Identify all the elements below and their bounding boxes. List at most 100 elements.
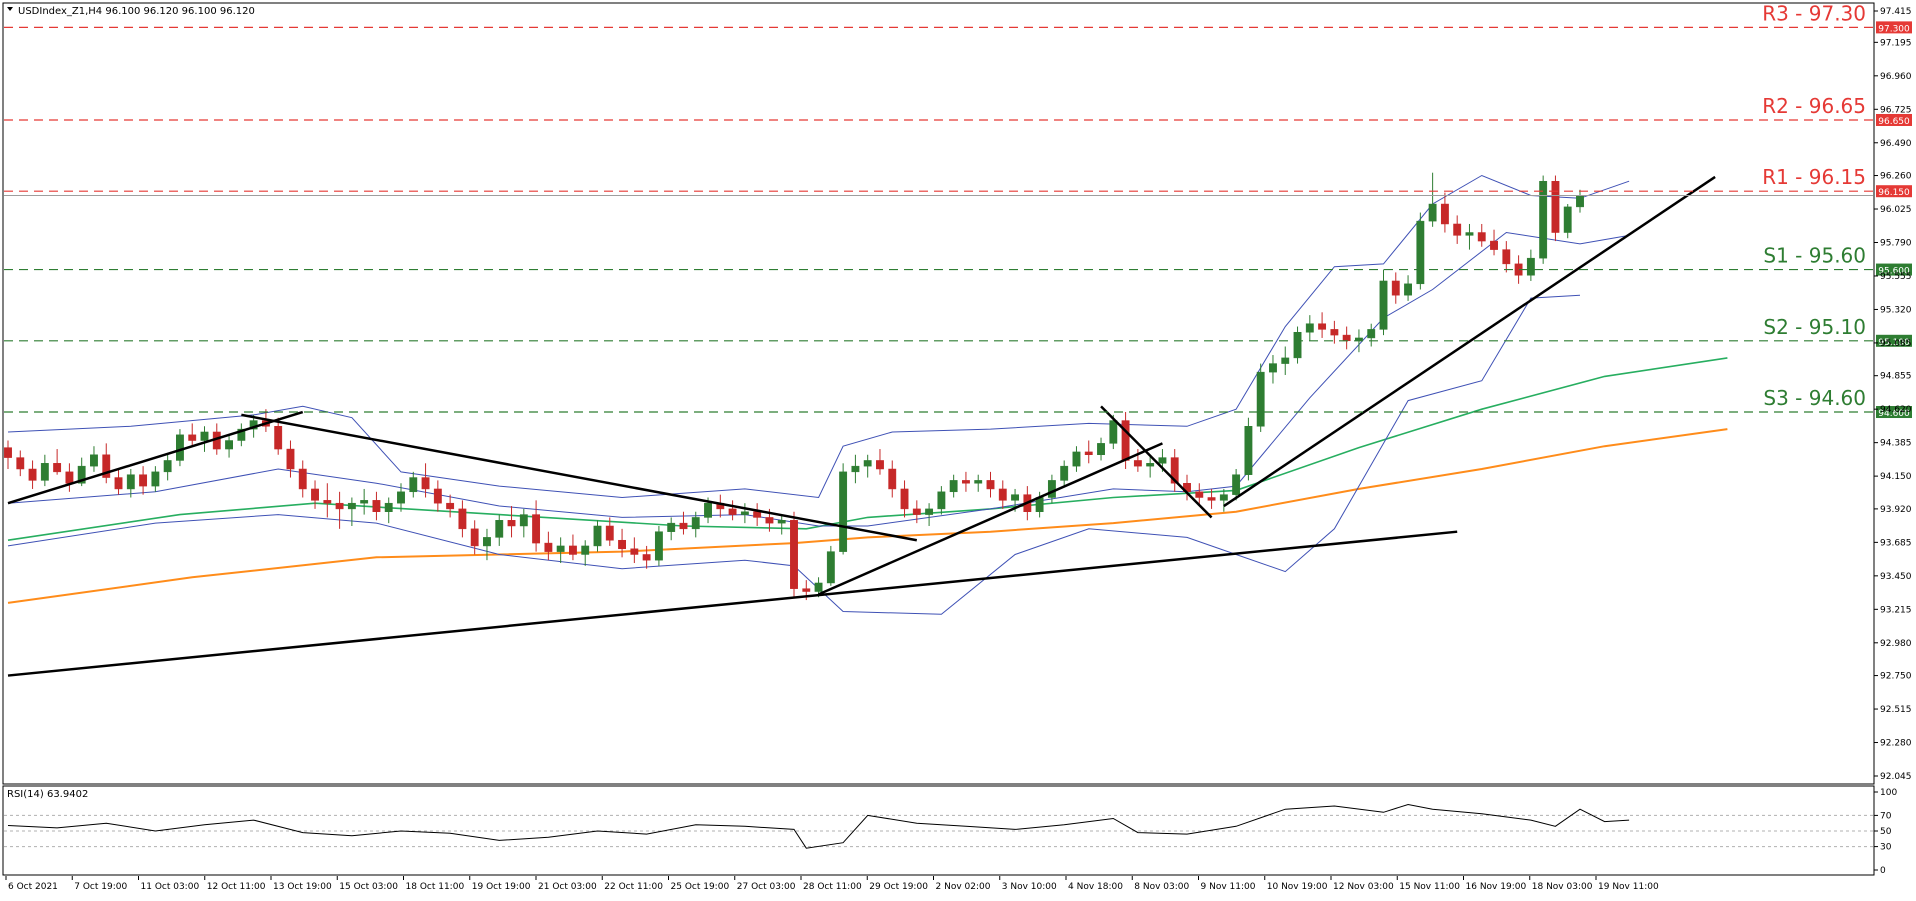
candle-body xyxy=(163,460,172,473)
candle-body xyxy=(1367,329,1376,339)
candle-body xyxy=(667,522,676,532)
candle xyxy=(1391,272,1400,304)
time-tick-label: 18 Nov 03:00 xyxy=(1532,882,1593,892)
price-tick-label: 97.195 xyxy=(1880,38,1912,48)
trendline-5[interactable] xyxy=(1100,405,1213,519)
candle-body xyxy=(1158,457,1167,464)
candle xyxy=(433,480,442,512)
candle-body xyxy=(323,500,332,504)
time-tick-label: 12 Nov 03:00 xyxy=(1333,882,1394,892)
time-tick-label: 18 Oct 11:00 xyxy=(406,882,465,892)
candle-body xyxy=(679,522,688,530)
candle-body xyxy=(1170,457,1179,484)
price-tick-label: 93.920 xyxy=(1880,505,1912,515)
candle xyxy=(1477,223,1486,247)
candle-body xyxy=(372,500,381,512)
price-tick-label: 96.725 xyxy=(1880,105,1912,115)
time-tick-label: 10 Nov 19:00 xyxy=(1267,882,1328,892)
candle-body xyxy=(200,431,209,441)
candle-body xyxy=(1060,465,1069,481)
candle xyxy=(618,528,626,558)
candle-body xyxy=(1269,363,1277,373)
trendline-1[interactable] xyxy=(7,410,304,505)
candle xyxy=(274,417,283,455)
candle xyxy=(53,449,62,475)
candle xyxy=(126,469,135,498)
candle xyxy=(937,486,946,515)
candle xyxy=(360,488,369,515)
candle-body xyxy=(790,520,798,589)
candle-body xyxy=(126,474,135,490)
collapse-triangle-icon[interactable] xyxy=(7,7,13,11)
candle xyxy=(851,454,860,484)
candle-body xyxy=(237,428,246,441)
candle xyxy=(593,520,602,552)
candle-body xyxy=(949,480,958,493)
candle xyxy=(1490,229,1498,256)
candle xyxy=(532,500,541,552)
time-tick-label: 13 Oct 19:00 xyxy=(273,882,332,892)
candle-body xyxy=(912,508,921,515)
candle-body xyxy=(1097,443,1105,456)
candle-body xyxy=(151,471,160,487)
candle xyxy=(1293,326,1302,364)
candle-body xyxy=(728,508,737,515)
candle xyxy=(1318,312,1327,338)
price-tick-label: 94.385 xyxy=(1880,439,1912,449)
main-pane-frame xyxy=(2,2,1875,785)
candle-body xyxy=(802,588,811,592)
candle-body xyxy=(1281,357,1290,364)
candle xyxy=(1060,460,1069,487)
candle xyxy=(40,454,49,487)
time-tick-label: 22 Oct 11:00 xyxy=(604,882,663,892)
price-badge-text: 96.650 xyxy=(1878,117,1910,127)
price-badge-s3: 94.600 xyxy=(1876,406,1912,419)
candle-body xyxy=(446,502,455,510)
level-label-r3: R3 - 97.30 xyxy=(1762,1,1866,25)
candle-body xyxy=(470,528,479,547)
candle xyxy=(642,545,651,569)
candle xyxy=(728,500,737,521)
candle-body xyxy=(1133,460,1142,467)
trendline-3[interactable] xyxy=(7,530,1458,677)
candle xyxy=(998,480,1007,509)
candle-body xyxy=(1318,323,1327,330)
price-badge-bg xyxy=(1876,21,1912,34)
candle-body xyxy=(1539,180,1548,259)
trendline-6[interactable] xyxy=(1223,175,1716,508)
candle-body xyxy=(1084,451,1093,456)
price-tick-label: 95.320 xyxy=(1880,305,1912,315)
rsi-header: RSI(14) 63.9402 xyxy=(7,789,88,800)
candle-body xyxy=(1379,280,1388,330)
price-tick-label: 96.490 xyxy=(1880,139,1912,149)
candle-body xyxy=(274,426,283,450)
candle xyxy=(298,460,307,498)
candle xyxy=(1330,320,1339,344)
candle xyxy=(458,500,467,538)
ma-orange-line xyxy=(7,428,1728,604)
bollinger-middle-line xyxy=(7,231,1630,527)
candle xyxy=(384,497,393,524)
time-tick-label: 11 Oct 03:00 xyxy=(141,882,200,892)
candle xyxy=(1207,488,1216,509)
time-tick-label: 28 Oct 11:00 xyxy=(803,882,862,892)
candle xyxy=(839,463,848,555)
time-tick-label: 16 Nov 19:00 xyxy=(1466,882,1527,892)
candle xyxy=(544,531,553,561)
levels-layer: R3 - 97.30 97.300 R2 - 96.65 96.650 R1 - 96.… xyxy=(4,1,1912,419)
price-tick-label: 96.960 xyxy=(1880,72,1912,82)
candle-body xyxy=(630,548,639,555)
price-tick-label: 92.515 xyxy=(1880,705,1912,715)
candle xyxy=(1244,417,1253,481)
trendline-4[interactable] xyxy=(818,442,1163,596)
candle xyxy=(237,423,246,447)
candle-body xyxy=(1490,240,1498,250)
candle-body xyxy=(851,465,860,473)
candle xyxy=(151,466,160,492)
symbol-header: USDIndex_Z1,H4 96.100 96.120 96.100 96.1… xyxy=(18,6,255,17)
trendline-2[interactable] xyxy=(241,413,918,542)
price-badge-text: 95.100 xyxy=(1878,338,1910,348)
candle-body xyxy=(40,463,49,481)
candle-body xyxy=(1526,257,1535,276)
